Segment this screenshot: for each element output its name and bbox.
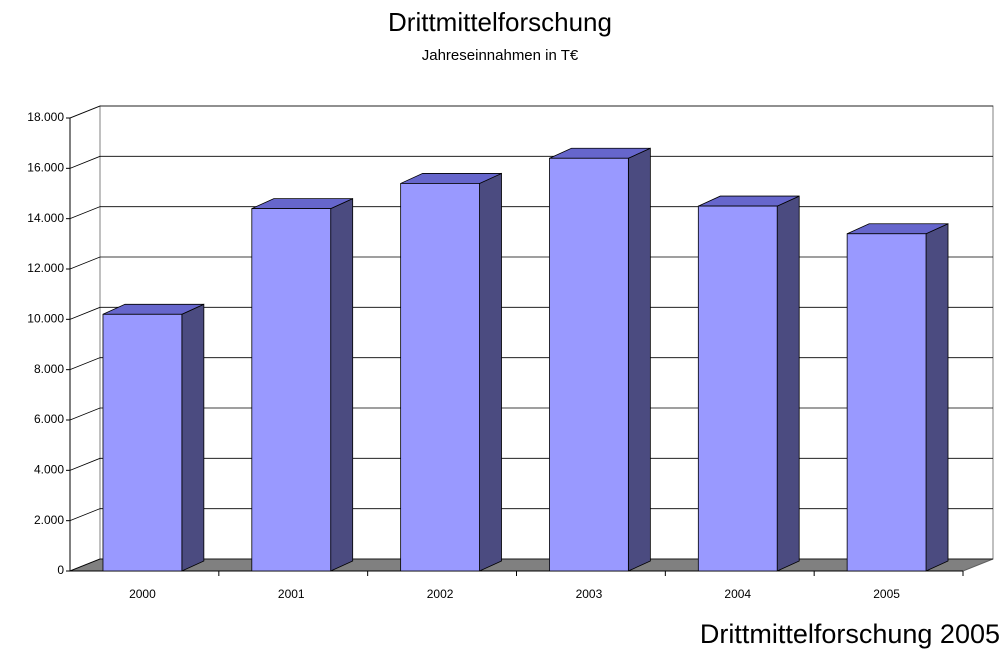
grid-line	[69, 206, 993, 220]
grid-line	[69, 357, 993, 371]
bar-side	[925, 223, 949, 572]
y-tick-label: 16.000	[27, 161, 64, 175]
side-wall	[69, 105, 101, 572]
bar	[846, 233, 927, 572]
bar	[251, 208, 332, 572]
bar-side	[627, 147, 651, 572]
x-tick-label: 2002	[427, 587, 454, 601]
grid-line	[69, 558, 993, 572]
bar	[549, 157, 629, 572]
y-tick-label: 4.000	[34, 463, 64, 477]
x-tick-label: 2004	[724, 587, 751, 601]
grid-line	[69, 407, 993, 421]
grid-line	[69, 256, 993, 270]
x-tick-label: 2000	[129, 587, 156, 601]
chart-title: Drittmittelforschung	[388, 7, 612, 37]
bar-side	[330, 197, 354, 572]
y-tick-label: 14.000	[27, 211, 64, 225]
caption: Drittmittelforschung 2005	[700, 619, 1000, 649]
grid-line	[69, 508, 993, 522]
chart-subtitle: Jahreseinnahmen in T€	[422, 47, 579, 64]
y-tick-label: 6.000	[34, 412, 64, 426]
grid-line	[69, 155, 993, 169]
bar-side	[479, 172, 502, 572]
x-tick-label: 2001	[278, 587, 305, 601]
x-tick-label: 2003	[576, 587, 603, 601]
y-tick-label: 10.000	[27, 312, 64, 326]
bar	[400, 183, 480, 572]
grid-line	[69, 105, 993, 119]
y-tick-label: 8.000	[34, 362, 64, 376]
y-tick-label: 2.000	[34, 513, 64, 527]
y-tick-label: 0	[57, 563, 64, 577]
y-tick-label: 12.000	[27, 261, 64, 275]
bar	[697, 205, 778, 572]
bar-side	[181, 303, 205, 572]
bar	[102, 313, 183, 572]
y-tick-label: 18.000	[27, 110, 64, 124]
grid-line	[69, 306, 993, 320]
grid-line	[69, 457, 993, 471]
bar-side	[776, 195, 800, 572]
x-tick-label: 2005	[873, 587, 900, 601]
